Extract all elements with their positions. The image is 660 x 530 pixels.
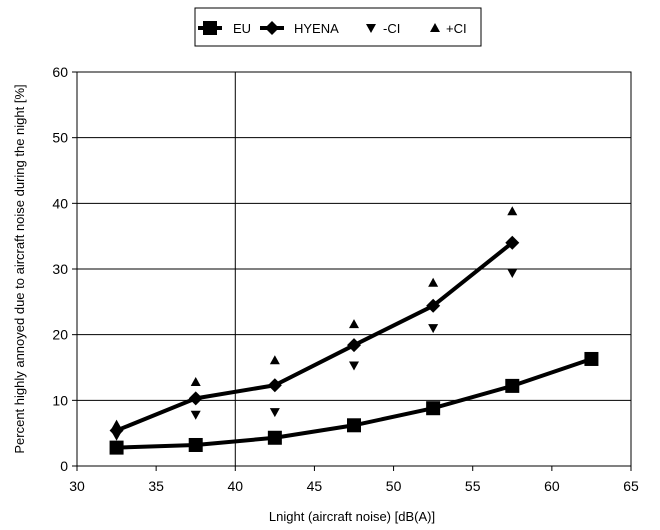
y-tick-label: 0 xyxy=(60,458,68,474)
data-point-hyena xyxy=(505,235,520,250)
y-tick-label: 60 xyxy=(52,64,68,80)
y-tick-label: 10 xyxy=(52,392,68,408)
data-point-hyena xyxy=(188,391,203,406)
data-point-eu xyxy=(426,401,441,416)
x-tick-label: 55 xyxy=(465,478,481,494)
x-tick-label: 50 xyxy=(386,478,402,494)
data-point-ci xyxy=(190,376,201,386)
x-tick-label: 65 xyxy=(623,478,639,494)
data-point-eu xyxy=(188,437,203,452)
data-point-ci xyxy=(349,361,359,371)
y-axis-title: Percent highly annoyed due to aircraft n… xyxy=(12,84,27,453)
y-tick-label: 40 xyxy=(52,195,68,211)
x-tick-label: 30 xyxy=(69,478,85,494)
data-point-hyena xyxy=(267,378,282,393)
x-axis-title: Lnight (aircraft noise) [dB(A)] xyxy=(269,509,435,524)
data-point-ci xyxy=(428,324,439,334)
data-point-ci xyxy=(269,355,280,365)
data-point-ci xyxy=(507,206,518,216)
x-tick-label: 45 xyxy=(307,478,323,494)
legend-marker-hyena xyxy=(265,21,279,35)
legend-marker-ci xyxy=(366,24,376,33)
x-tick-label: 35 xyxy=(148,478,164,494)
y-tick-label: 50 xyxy=(52,130,68,146)
data-point-hyena xyxy=(426,298,441,313)
data-point-eu xyxy=(505,378,520,393)
legend-label-eu: EU xyxy=(233,21,251,36)
x-tick-label: 40 xyxy=(227,478,243,494)
data-point-eu xyxy=(267,430,282,445)
data-point-eu xyxy=(584,351,599,366)
legend-marker-eu xyxy=(203,21,217,35)
legend: EU HYENA -CI +CI xyxy=(194,7,482,47)
legend-label-ci: +CI xyxy=(446,21,467,36)
legend-marker-ci xyxy=(430,23,440,32)
data-point-hyena xyxy=(347,338,361,353)
x-tick-label: 60 xyxy=(544,478,560,494)
data-point-ci xyxy=(111,419,122,429)
series-line-hyena xyxy=(115,241,514,433)
data-point-ci xyxy=(349,319,359,329)
data-point-ci xyxy=(269,408,280,418)
data-point-ci xyxy=(428,277,439,287)
y-tick-label: 30 xyxy=(52,261,68,277)
data-point-ci xyxy=(507,268,518,278)
data-point-eu xyxy=(347,418,361,433)
legend-label-ci: -CI xyxy=(383,21,400,36)
data-point-ci xyxy=(190,410,201,420)
legend-label-hyena: HYENA xyxy=(294,21,339,36)
data-point-eu xyxy=(109,440,124,455)
data-point-ci xyxy=(111,431,122,441)
y-tick-label: 20 xyxy=(52,327,68,343)
